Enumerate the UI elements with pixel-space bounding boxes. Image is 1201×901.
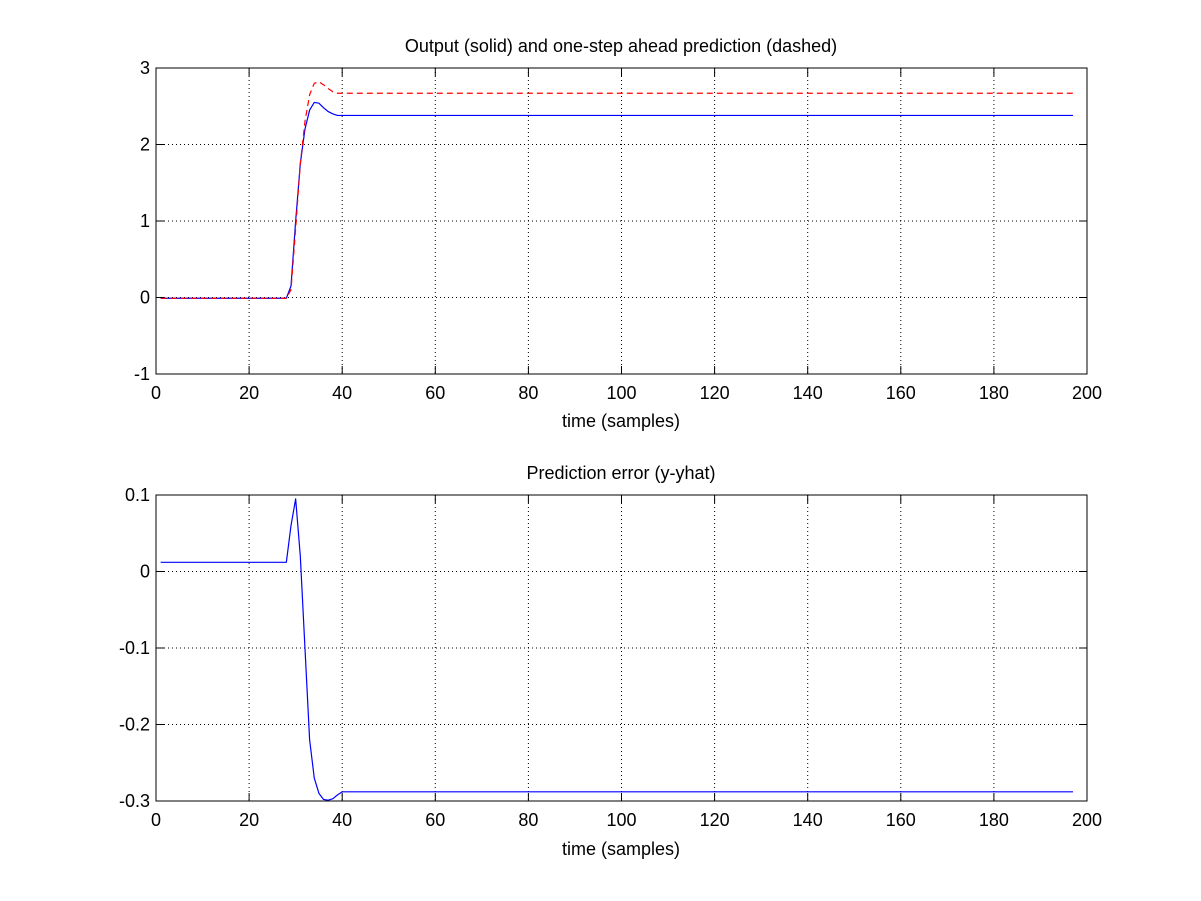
prediction-error-xtick-label: 160 (886, 810, 916, 830)
output-prediction-ytick-label: -1 (134, 364, 150, 384)
prediction-error-series (160, 498, 1074, 801)
prediction-error-xlabel: time (samples) (562, 839, 680, 859)
output-prediction-xtick-label: 100 (606, 383, 636, 403)
output-prediction-ytick-label: 0 (140, 288, 150, 308)
prediction-error-title: Prediction error (y-yhat) (526, 463, 715, 483)
output-prediction-xtick-label: 0 (151, 383, 161, 403)
output-prediction-grid (156, 68, 1087, 374)
prediction-error-xtick-label: 60 (425, 810, 445, 830)
prediction-error-xtick-label: 200 (1072, 810, 1102, 830)
prediction-error-frame (155, 494, 1088, 802)
output-prediction-xtick-label: 120 (700, 383, 730, 403)
prediction-error-grid (156, 495, 1087, 801)
prediction-error-xtick-label: 180 (979, 810, 1009, 830)
prediction-error-ticks: 0 20 40 60 80 100 120 140 160 180 200 -0.3 -0.2 -0.1 0… (119, 485, 1102, 830)
prediction-error-xtick-label: 0 (151, 810, 161, 830)
prediction-error-ytick-label: -0.2 (119, 715, 150, 735)
output-prediction-ytick-label: 2 (140, 135, 150, 155)
output-prediction-frame (155, 67, 1088, 375)
prediction-error-panel: Prediction error (y-yhat) 0 20 40 60 80 100 12… (119, 463, 1102, 859)
output-prediction-xtick-label: 80 (518, 383, 538, 403)
prediction-error-ytick-label: -0.1 (119, 638, 150, 658)
prediction-error-solid-series-line (160, 498, 1074, 801)
output-prediction-series (160, 81, 1074, 299)
output-prediction-xtick-label: 40 (332, 383, 352, 403)
prediction-error-xtick-label: 140 (793, 810, 823, 830)
output-prediction-ytick-label: 1 (140, 211, 150, 231)
output-prediction-ytick-label: 3 (140, 58, 150, 78)
output-prediction-title: Output (solid) and one-step ahead predic… (405, 36, 837, 56)
output-prediction-xtick-label: 20 (239, 383, 259, 403)
prediction-error-ytick-label: -0.3 (119, 791, 150, 811)
prediction-error-xtick-label: 40 (332, 810, 352, 830)
output-prediction-xtick-label: 140 (793, 383, 823, 403)
output-prediction-xtick-label: 60 (425, 383, 445, 403)
output-prediction-xtick-label: 160 (886, 383, 916, 403)
prediction-error-ytick-label: 0 (140, 562, 150, 582)
prediction-error-xtick-label: 100 (606, 810, 636, 830)
output-prediction-xtick-label: 200 (1072, 383, 1102, 403)
output-prediction-xtick-label: 180 (979, 383, 1009, 403)
output-prediction-xlabel: time (samples) (562, 411, 680, 431)
prediction-error-ytick-label: 0.1 (125, 485, 150, 505)
output-prediction-dashed-series-line (160, 81, 1074, 299)
output-prediction-panel: Output (solid) and one-step ahead predic… (134, 36, 1102, 431)
prediction-error-xtick-label: 120 (700, 810, 730, 830)
prediction-error-xtick-label: 80 (518, 810, 538, 830)
prediction-error-xtick-label: 20 (239, 810, 259, 830)
